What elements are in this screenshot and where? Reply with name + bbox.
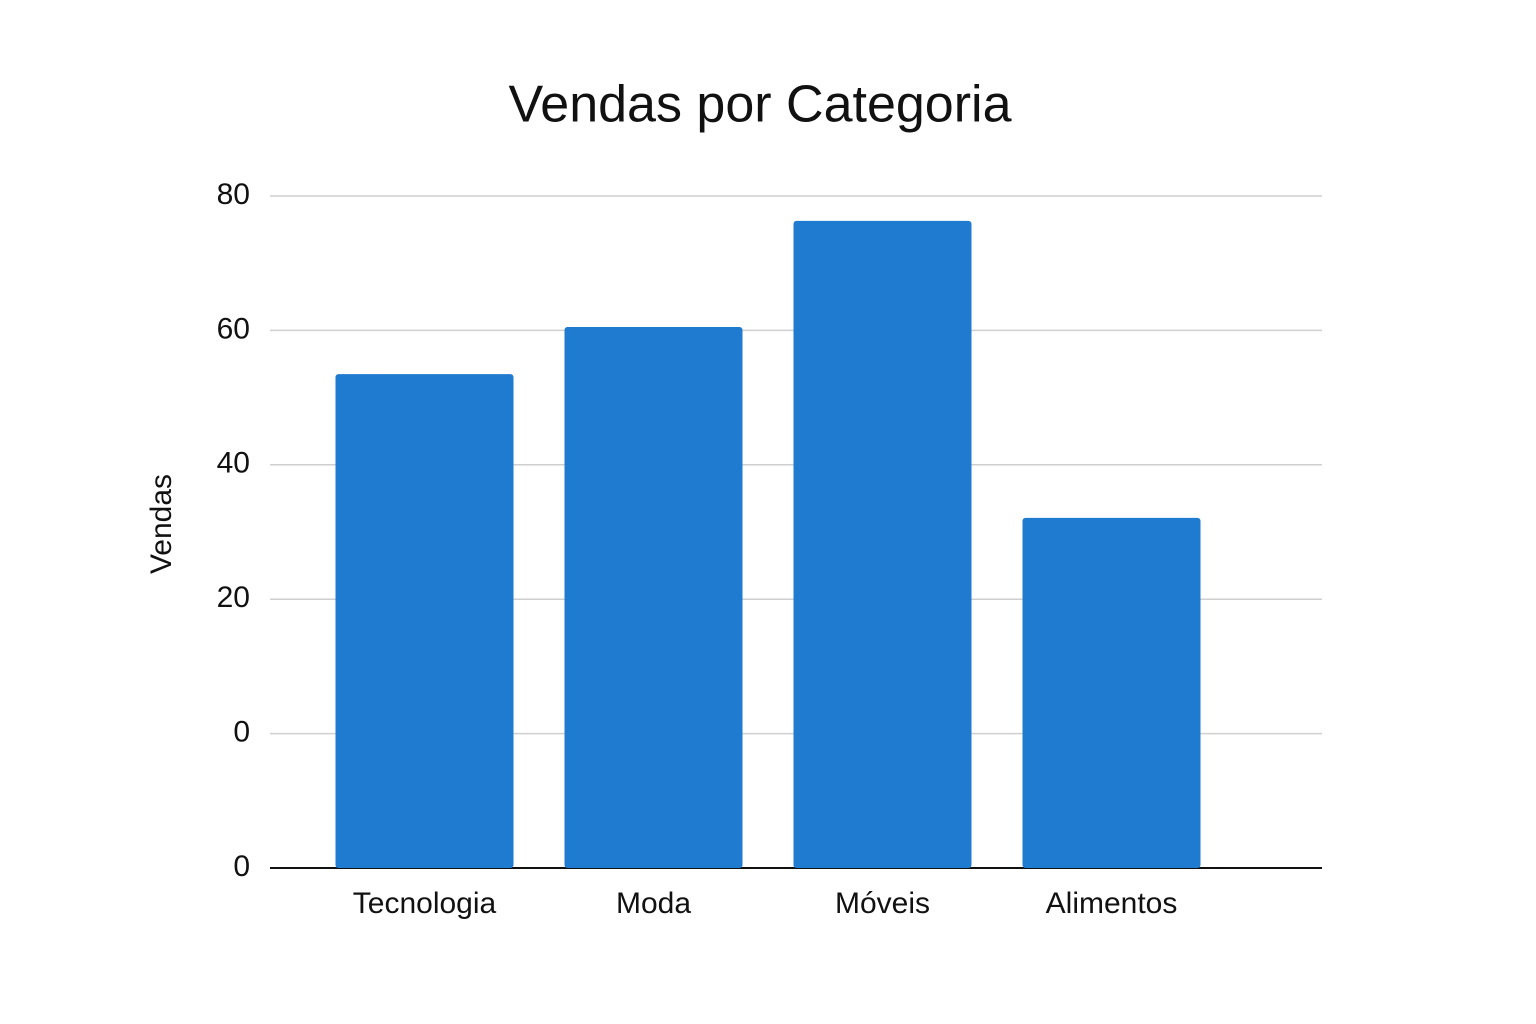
y-axis-label: Vendas [145,474,178,574]
chart-title: Vendas por Categoria [508,76,1011,134]
x-tick-label: Alimentos [1046,887,1178,920]
bar [1022,517,1201,868]
x-tick-label: Moda [616,887,691,920]
bar [564,327,743,868]
bar [335,374,514,868]
y-tick-label: 0 [233,850,250,883]
y-tick-label: 60 [217,312,250,345]
y-tick-label: 0 [233,716,250,749]
y-tick-label: 40 [217,447,250,480]
bar [793,220,972,868]
y-tick-label: 80 [217,178,250,211]
x-tick-label: Móveis [835,887,930,920]
x-tick-label: Tecnologia [353,887,497,920]
y-tick-label: 20 [217,581,250,614]
